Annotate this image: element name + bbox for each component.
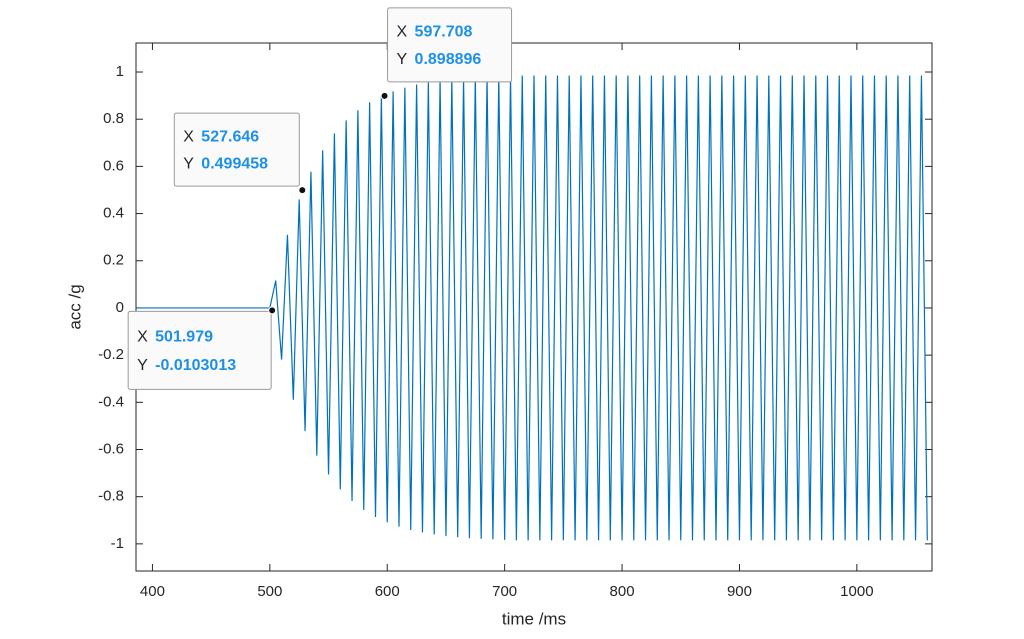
datatip-box <box>387 7 513 83</box>
datatip-y-label: Y <box>183 155 194 172</box>
y-tick-label: 0.4 <box>103 205 124 222</box>
x-tick-label: 1000 <box>840 583 873 600</box>
datatip-y-label: Y <box>397 51 408 68</box>
datatip-y-value: -0.0103013 <box>155 357 236 374</box>
y-tick-label: 0.2 <box>103 252 124 269</box>
x-tick-label: 500 <box>257 583 282 600</box>
x-tick-label: 700 <box>492 583 517 600</box>
datatip-x-label: X <box>397 24 408 41</box>
y-tick-label: -0.6 <box>98 440 124 457</box>
x-tick-label: 800 <box>610 583 635 600</box>
datatip: X 527.646 Y 0.499458 <box>173 112 300 187</box>
datatip-marker <box>268 306 277 315</box>
datatip-y-label: Y <box>137 357 148 374</box>
datatip: X 501.979 Y -0.0103013 <box>127 310 272 390</box>
y-tick-label: -0.4 <box>98 393 124 410</box>
datatip-x-value: 527.646 <box>201 128 259 145</box>
y-tick-label: -0.8 <box>98 488 124 505</box>
datatip-box <box>173 112 300 187</box>
datatip: X 597.708 Y 0.898896 <box>387 7 513 83</box>
datatip-y-value: 0.898896 <box>415 51 482 68</box>
datatip-x-label: X <box>183 128 194 145</box>
x-tick-label: 900 <box>727 583 752 600</box>
datatip-marker <box>380 91 389 100</box>
x-tick-label: 600 <box>375 583 400 600</box>
y-tick-label: -0.2 <box>98 346 124 363</box>
y-axis-label: acc /g <box>65 284 84 329</box>
datatip-y-value: 0.499458 <box>201 155 268 172</box>
datatip-x-value: 597.708 <box>415 24 473 41</box>
datatip-x-label: X <box>137 328 148 345</box>
datatip-x-value: 501.979 <box>155 328 213 345</box>
signal-line <box>136 75 928 541</box>
axes-box <box>135 42 933 572</box>
y-tick-label: -1 <box>111 535 124 552</box>
y-tick-label: 0.6 <box>103 157 124 174</box>
y-tick-label: 0 <box>116 299 124 316</box>
datatip-box <box>127 310 272 390</box>
y-tick-label: 0.8 <box>103 110 124 127</box>
x-axis-label: time /ms <box>502 609 566 628</box>
y-tick-label: 1 <box>116 63 124 80</box>
x-tick-label: 400 <box>140 583 165 600</box>
datatip-marker <box>298 186 307 195</box>
